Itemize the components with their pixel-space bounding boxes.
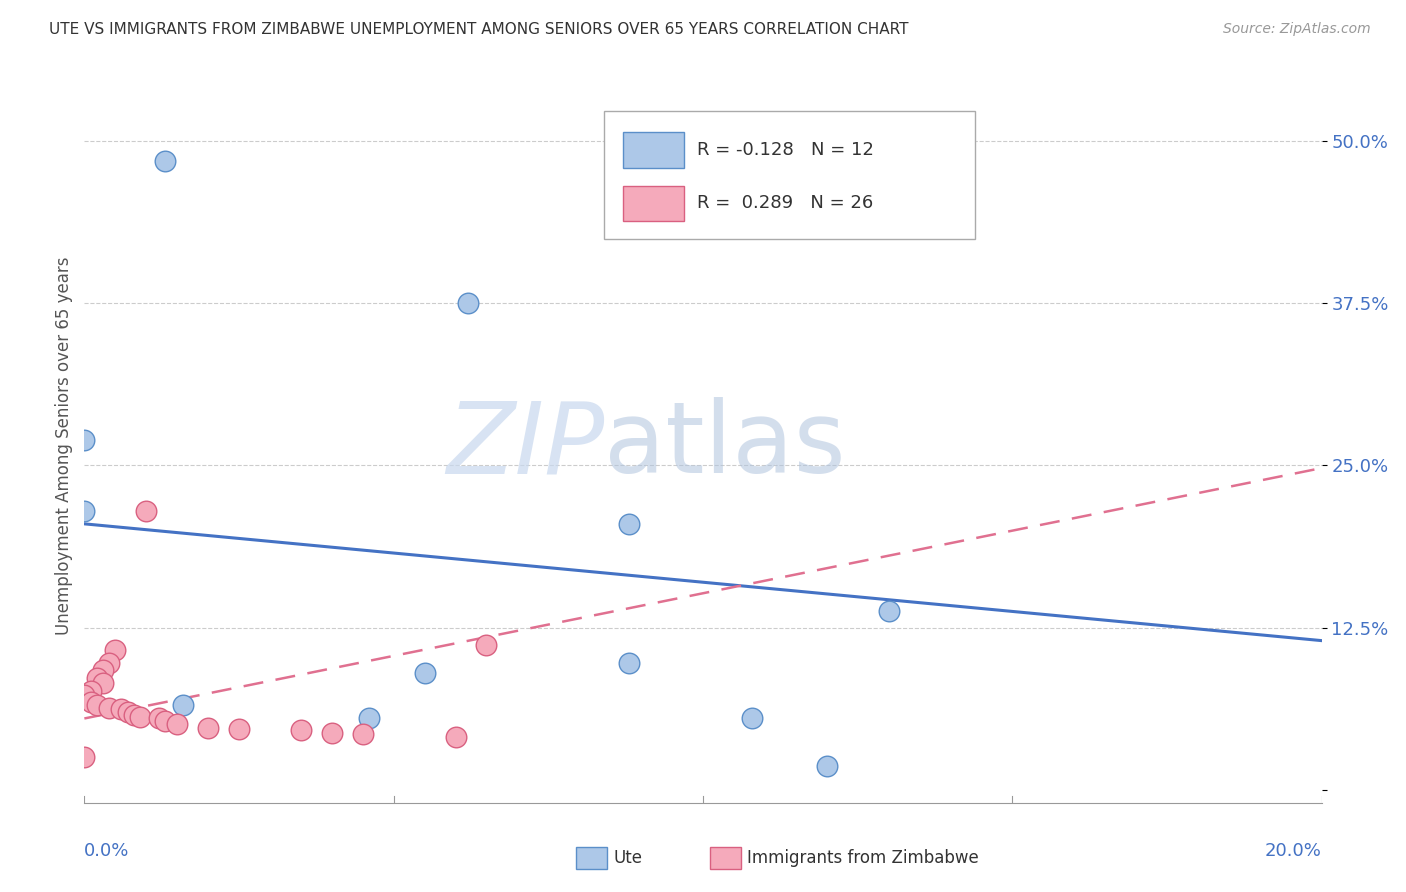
Point	[357, 711, 380, 725]
Point	[172, 698, 194, 713]
Point	[73, 688, 96, 702]
Text: Source: ZipAtlas.com: Source: ZipAtlas.com	[1223, 22, 1371, 37]
Point	[110, 702, 132, 716]
Text: UTE VS IMMIGRANTS FROM ZIMBABWE UNEMPLOYMENT AMONG SENIORS OVER 65 YEARS CORRELA: UTE VS IMMIGRANTS FROM ZIMBABWE UNEMPLOY…	[49, 22, 908, 37]
Point	[153, 153, 176, 168]
Point	[73, 504, 96, 518]
Text: 20.0%: 20.0%	[1265, 842, 1322, 860]
FancyBboxPatch shape	[623, 132, 685, 168]
Text: 0.0%: 0.0%	[84, 842, 129, 860]
Point	[457, 296, 479, 310]
Point	[321, 725, 343, 739]
FancyBboxPatch shape	[605, 111, 976, 239]
Point	[73, 433, 96, 447]
Point	[153, 714, 176, 728]
Point	[117, 705, 139, 719]
Point	[741, 711, 763, 725]
Point	[104, 642, 127, 657]
Point	[413, 666, 436, 681]
Point	[617, 516, 640, 531]
Text: R =  0.289   N = 26: R = 0.289 N = 26	[697, 194, 873, 212]
Point	[617, 656, 640, 670]
Text: atlas: atlas	[605, 398, 845, 494]
Point	[228, 722, 250, 736]
Text: Ute: Ute	[613, 849, 643, 867]
Point	[148, 711, 170, 725]
Point	[166, 716, 188, 731]
Point	[352, 727, 374, 741]
Point	[79, 695, 101, 709]
Point	[877, 604, 900, 618]
Text: R = -0.128   N = 12: R = -0.128 N = 12	[697, 141, 873, 159]
Point	[91, 676, 114, 690]
Point	[444, 730, 467, 744]
Text: ZIP: ZIP	[446, 398, 605, 494]
Y-axis label: Unemployment Among Seniors over 65 years: Unemployment Among Seniors over 65 years	[55, 257, 73, 635]
Point	[135, 504, 157, 518]
Point	[98, 656, 121, 670]
Point	[129, 710, 152, 724]
Point	[815, 759, 838, 773]
Point	[197, 721, 219, 735]
Point	[122, 707, 145, 722]
FancyBboxPatch shape	[623, 186, 685, 221]
Point	[98, 701, 121, 715]
Point	[475, 638, 498, 652]
Point	[86, 698, 108, 713]
Text: Immigrants from Zimbabwe: Immigrants from Zimbabwe	[747, 849, 979, 867]
Point	[73, 750, 96, 764]
Point	[79, 684, 101, 698]
Point	[86, 671, 108, 685]
Point	[290, 723, 312, 738]
Point	[91, 664, 114, 678]
